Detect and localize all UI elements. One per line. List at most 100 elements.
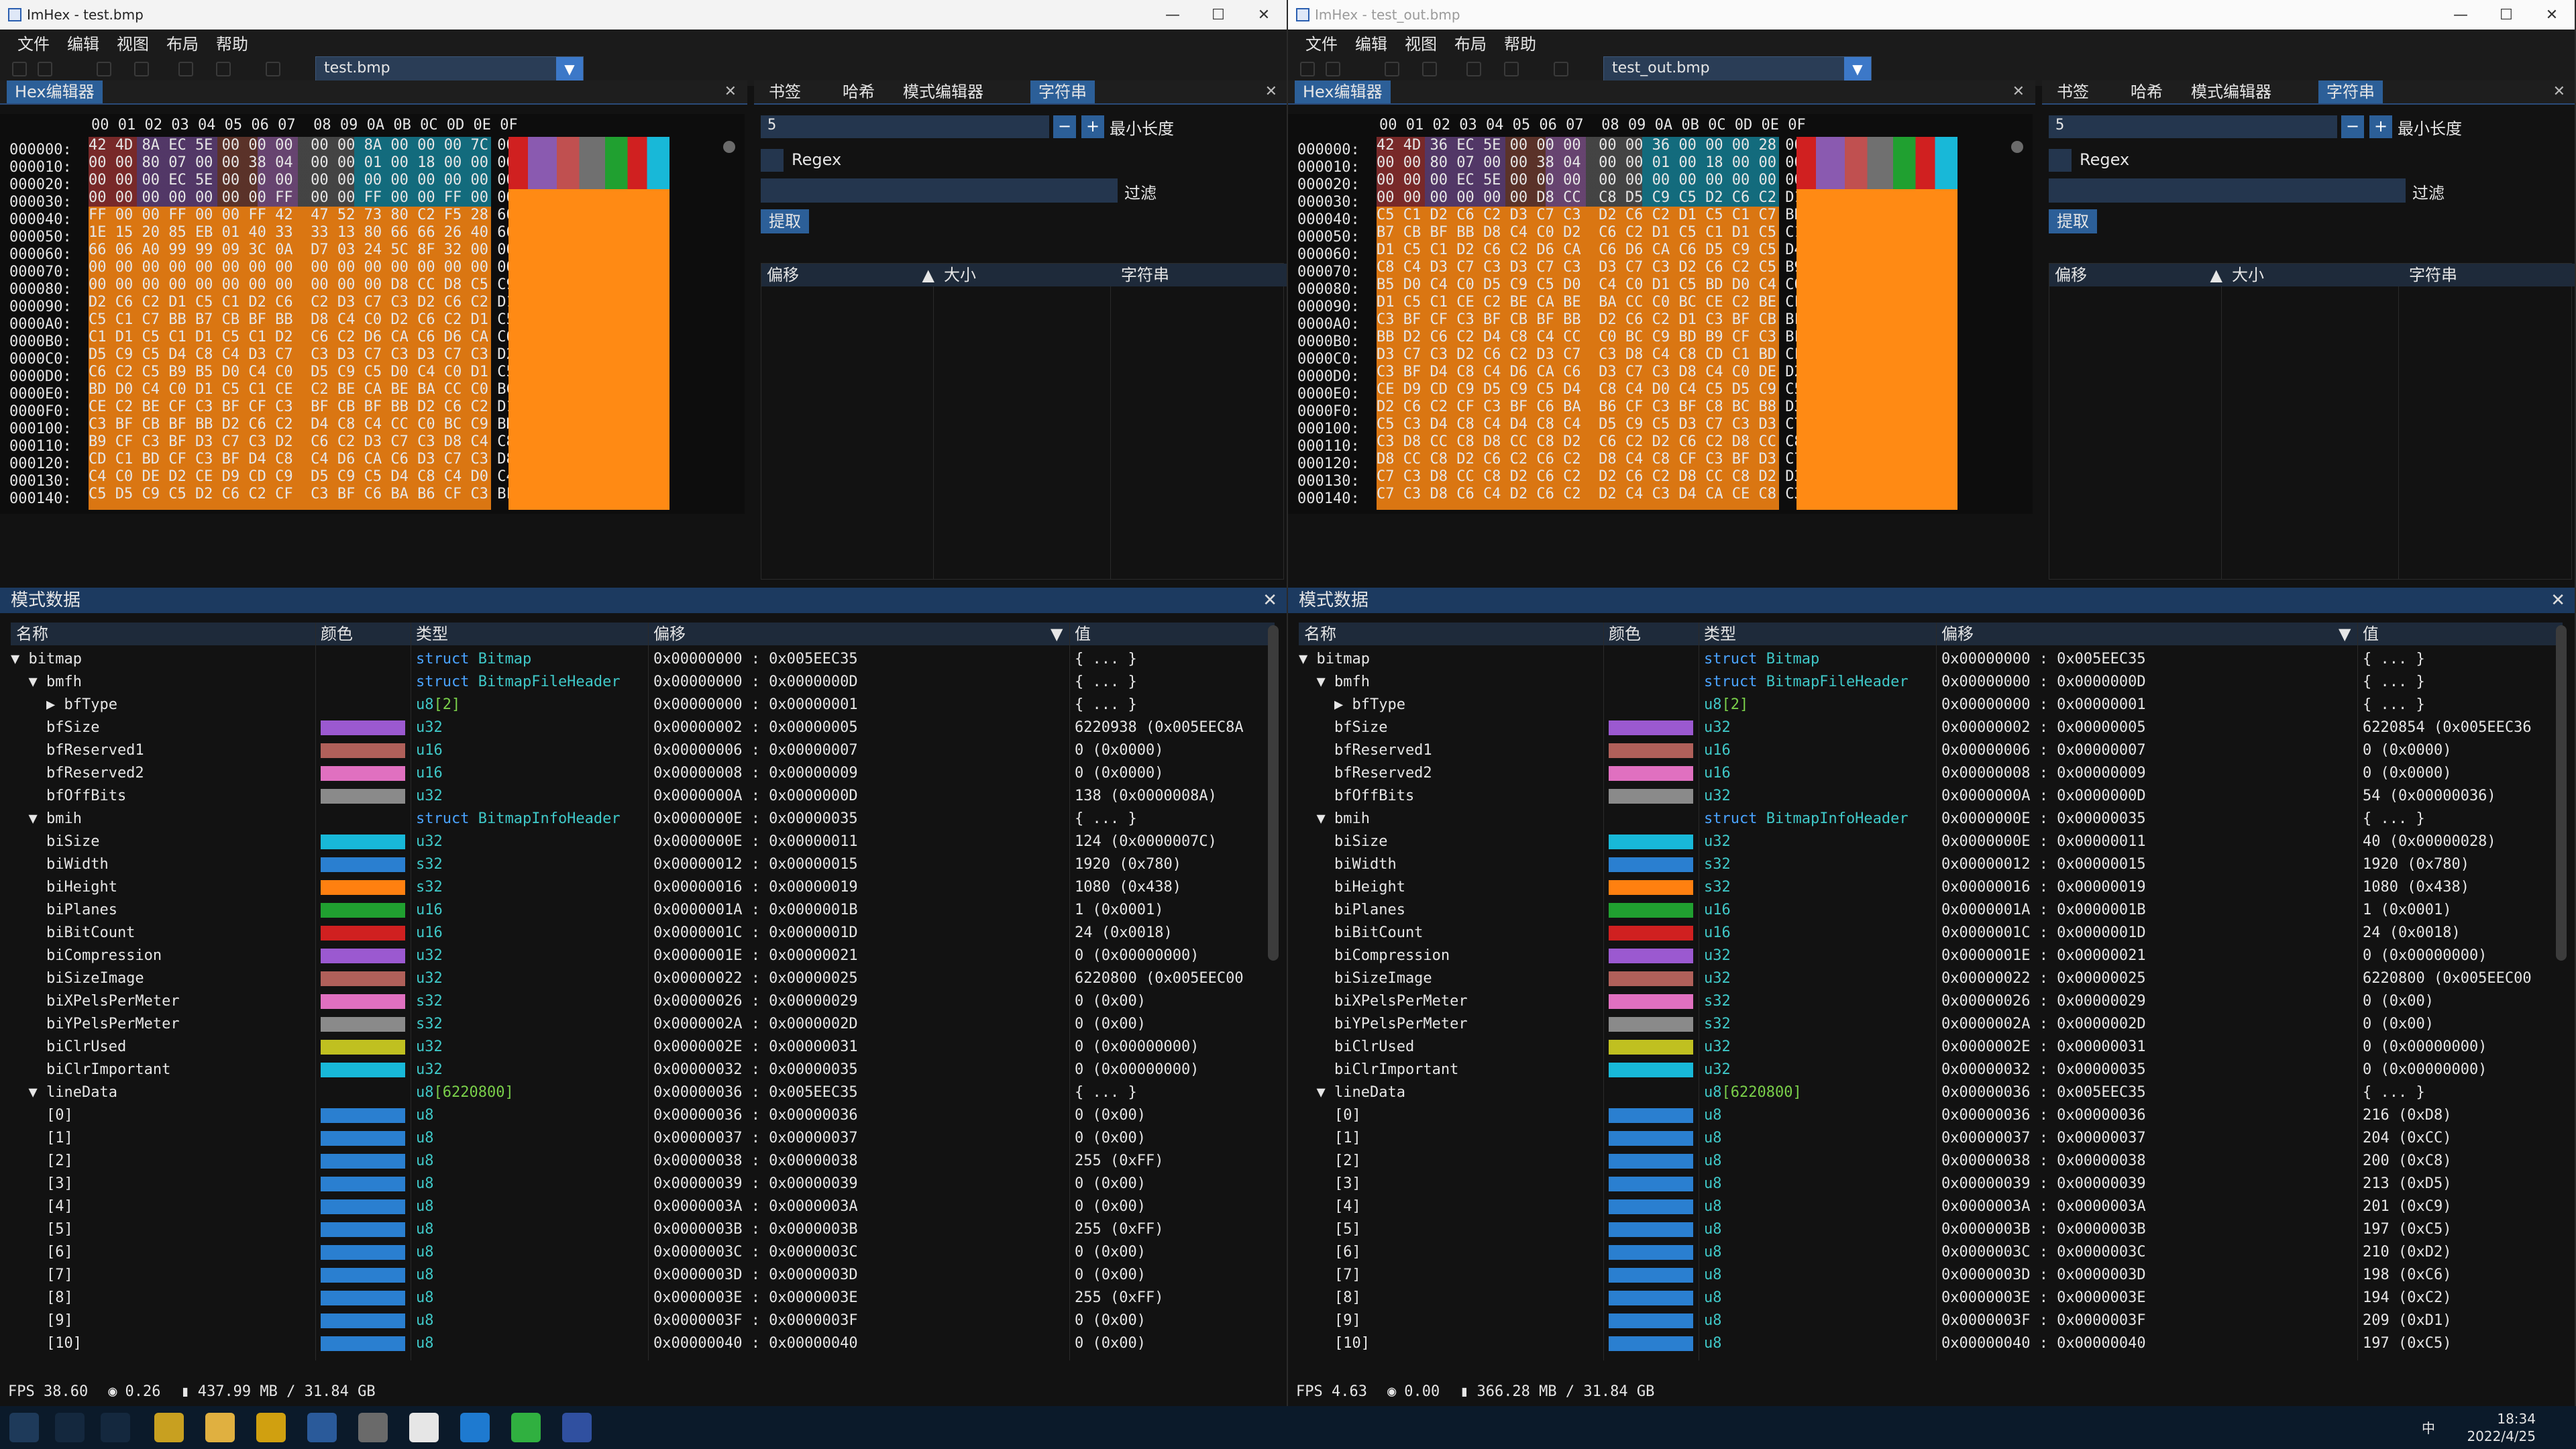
redo-icon[interactable] <box>1326 62 1340 76</box>
pattern-row[interactable]: biPlanes u16 0x0000001A : 0x0000001B 1 (… <box>11 902 1164 918</box>
pattern-row[interactable]: [0] u8 0x00000036 : 0x00000036 0 (0x00) <box>11 1107 1146 1124</box>
hex-row[interactable]: 0000D0: C6 C2 C5 B9 B5 D0 C4 C0 D5 C9 C5 … <box>9 364 515 385</box>
maximize-icon[interactable]: ☐ <box>2500 6 2513 23</box>
pattern-row[interactable]: biSize u32 0x0000000E : 0x00000011 40 (0… <box>1299 833 2496 850</box>
hex-row[interactable]: 000030: 00 00 00 00 00 00 00 FF 00 00 FF … <box>9 189 515 211</box>
pattern-row[interactable]: biXPelsPerMeter s32 0x00000026 : 0x00000… <box>11 993 1146 1010</box>
filter-input[interactable] <box>761 178 1118 203</box>
hex-row[interactable]: 000060: 66 06 A0 99 99 09 3C 0A D7 03 24 … <box>9 241 515 263</box>
chevron-down-icon[interactable]: ▼ <box>1844 57 1871 81</box>
col-offset[interactable]: 偏移 ▲ <box>2049 264 2226 286</box>
menu-item[interactable]: 布局 <box>166 34 199 54</box>
open-file-icon[interactable] <box>134 62 149 76</box>
extract-button[interactable]: 提取 <box>761 209 809 233</box>
min-length-input[interactable]: 5 <box>2049 115 2337 138</box>
increment-button[interactable]: + <box>2369 115 2392 138</box>
new-file-icon[interactable] <box>1385 62 1399 76</box>
pattern-row[interactable]: ▼ bitmap struct Bitmap 0x00000000 : 0x00… <box>11 651 1137 667</box>
menu-item[interactable]: 文件 <box>1305 34 1338 54</box>
pattern-row[interactable]: bfOffBits u32 0x0000000A : 0x0000000D 54… <box>1299 788 2496 804</box>
pattern-row[interactable]: [7] u8 0x0000003D : 0x0000003D 0 (0x00) <box>11 1267 1146 1283</box>
bookmark-icon[interactable] <box>1554 62 1568 76</box>
minimap[interactable] <box>508 137 669 510</box>
pattern-row[interactable]: [9] u8 0x0000003F : 0x0000003F 0 (0x00) <box>11 1312 1146 1329</box>
pattern-scrollbar[interactable] <box>1268 625 1279 961</box>
hex-row[interactable]: 000090: D1 C5 C1 CE C2 BE CA BE BA CC C0 … <box>1297 294 1803 315</box>
minimize-icon[interactable]: — <box>1165 6 1180 23</box>
pattern-row[interactable]: biWidth s32 0x00000012 : 0x00000015 1920… <box>1299 856 2469 873</box>
hex-row[interactable]: 000130: C4 C0 DE D2 CE D9 CD C9 D5 C9 C5 … <box>9 468 515 490</box>
pattern-row[interactable]: biHeight s32 0x00000016 : 0x00000019 108… <box>11 879 1181 896</box>
imhex-icon[interactable] <box>562 1413 592 1442</box>
hex-row[interactable]: 000050: B7 CB BF BB D8 C4 C0 D2 C6 C2 D1 … <box>1297 224 1803 246</box>
close-icon[interactable]: ✕ <box>1265 83 1277 100</box>
app-icon[interactable] <box>358 1413 388 1442</box>
pattern-row[interactable]: biWidth s32 0x00000012 : 0x00000015 1920… <box>11 856 1181 873</box>
tab-2[interactable]: 模式编辑器 <box>2191 83 2271 101</box>
maximize-icon[interactable]: ☐ <box>1212 6 1225 23</box>
start-icon[interactable] <box>9 1413 39 1442</box>
close-icon[interactable]: ✕ <box>2553 83 2565 100</box>
sort-desc-icon[interactable]: ▼ <box>2339 625 2351 643</box>
pattern-row[interactable]: bfReserved1 u16 0x00000006 : 0x00000007 … <box>1299 742 2452 759</box>
pattern-row[interactable]: biClrImportant u32 0x00000032 : 0x000000… <box>11 1061 1199 1078</box>
pattern-col-header[interactable]: 类型 <box>1704 625 1736 643</box>
hex-row[interactable]: 0000A0: C5 C1 C7 BB B7 CB BF BB D8 C4 C0 … <box>9 311 515 333</box>
open-file-icon[interactable] <box>1422 62 1437 76</box>
pattern-row[interactable]: bfReserved2 u16 0x00000008 : 0x00000009 … <box>1299 765 2452 782</box>
pattern-row[interactable]: [6] u8 0x0000003C : 0x0000003C 0 (0x00) <box>11 1244 1146 1260</box>
tab-3[interactable]: 字符串 <box>1030 80 1095 103</box>
tab-3[interactable]: 字符串 <box>2318 80 2383 103</box>
hex-row[interactable]: 000010: 00 00 80 07 00 00 38 04 00 00 01 … <box>1297 154 1803 176</box>
sort-desc-icon[interactable]: ▼ <box>1051 625 1063 643</box>
pattern-row[interactable]: ▼ lineData u8[6220800] 0x00000036 : 0x00… <box>1299 1084 2425 1101</box>
clock-time[interactable]: 18:34 <box>2497 1411 2536 1427</box>
pattern-col-header[interactable]: 名称 <box>1304 625 1336 643</box>
regex-checkbox[interactable] <box>761 149 784 172</box>
hex-row[interactable]: 000110: C3 D8 CC C8 D8 CC C8 D2 C6 C2 D2 … <box>1297 433 1803 455</box>
hex-view[interactable]: 00 01 02 03 04 05 06 07 08 09 0A 0B 0C 0… <box>1288 114 2033 653</box>
minimap[interactable] <box>1796 137 1957 510</box>
app-icon[interactable] <box>256 1413 286 1442</box>
hex-row[interactable]: 0000E0: CE D9 CD C9 D5 C9 C5 D4 C8 C4 D0 … <box>1297 381 1803 402</box>
redo-icon[interactable] <box>38 62 52 76</box>
pattern-col-header[interactable]: 颜色 <box>321 625 353 643</box>
hex-row[interactable]: 0000B0: BB D2 C6 C2 D4 C8 C4 CC C0 BC C9 … <box>1297 329 1803 350</box>
pattern-col-header[interactable]: 值 <box>1075 625 1091 643</box>
new-file-icon[interactable] <box>97 62 111 76</box>
file-explorer-icon[interactable] <box>205 1413 235 1442</box>
close-icon[interactable]: ✕ <box>1263 590 1277 610</box>
hex-row[interactable]: 0000F0: D2 C6 C2 CF C3 BF C6 BA B6 CF C3 … <box>1297 398 1803 420</box>
hex-row[interactable]: 0000F0: CE C2 BE CF C3 BF CF C3 BF CB BF … <box>9 398 515 420</box>
title-bar[interactable]: ImHex - test_out.bmp — ☐ ✕ <box>1288 0 2575 30</box>
pattern-col-header[interactable]: 偏移 <box>653 625 686 643</box>
ime-indicator[interactable]: 中 <box>2422 1420 2435 1436</box>
pattern-row[interactable]: ▶ bfType u8[2] 0x00000000 : 0x00000001 {… <box>1299 696 2425 713</box>
pattern-row[interactable]: [2] u8 0x00000038 : 0x00000038 200 (0xC8… <box>1299 1152 2452 1169</box>
pattern-row[interactable]: [7] u8 0x0000003D : 0x0000003D 198 (0xC6… <box>1299 1267 2452 1283</box>
vscode-icon[interactable] <box>460 1413 490 1442</box>
pattern-col-header[interactable]: 类型 <box>416 625 448 643</box>
hex-row[interactable]: 0000E0: BD D0 C4 C0 D1 C5 C1 CE C2 BE CA … <box>9 381 515 402</box>
pattern-row[interactable]: biBitCount u16 0x0000001C : 0x0000001D 2… <box>11 924 1173 941</box>
hex-row[interactable]: 000010: 00 00 80 07 00 00 38 04 00 00 01 … <box>9 154 515 176</box>
tab-0[interactable]: 书签 <box>2057 83 2089 101</box>
hex-row[interactable]: 000090: D2 C6 C2 D1 C5 C1 D2 C6 C2 D3 C7 … <box>9 294 515 315</box>
terminal-icon[interactable] <box>307 1413 337 1442</box>
menu-item[interactable]: 视图 <box>117 34 149 54</box>
decrement-button[interactable]: − <box>1053 115 1076 138</box>
pattern-row[interactable]: biSizeImage u32 0x00000022 : 0x00000025 … <box>11 970 1244 987</box>
pattern-row[interactable]: bfOffBits u32 0x0000000A : 0x0000000D 13… <box>11 788 1217 804</box>
pattern-row[interactable]: biClrImportant u32 0x00000032 : 0x000000… <box>1299 1061 2487 1078</box>
pattern-data-title[interactable]: 模式数据 <box>1299 590 1369 610</box>
col-offset[interactable]: 偏移 ▲ <box>761 264 938 286</box>
hex-row[interactable]: 0000D0: C3 BF D4 C8 C4 D6 CA C6 D3 C7 C3 … <box>1297 364 1803 385</box>
menu-item[interactable]: 帮助 <box>1504 34 1536 54</box>
tab-hex-editor[interactable]: Hex编辑器 <box>7 80 103 103</box>
col-size[interactable]: 大小 <box>938 264 1116 286</box>
hex-row[interactable]: 000140: C5 D5 C9 C5 D2 C6 C2 CF C3 BF C6 … <box>9 486 515 507</box>
min-length-input[interactable]: 5 <box>761 115 1049 138</box>
hex-row[interactable]: 0000B0: C1 D1 C5 C1 D1 C5 C1 D2 C6 C2 D6 … <box>9 329 515 350</box>
pattern-row[interactable]: [9] u8 0x0000003F : 0x0000003F 209 (0xD1… <box>1299 1312 2452 1329</box>
pattern-row[interactable]: [5] u8 0x0000003B : 0x0000003B 255 (0xFF… <box>11 1221 1164 1238</box>
